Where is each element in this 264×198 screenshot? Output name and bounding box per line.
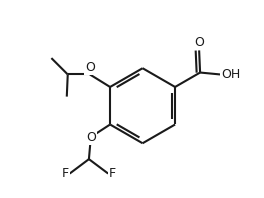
Text: O: O xyxy=(85,61,95,73)
Text: O: O xyxy=(86,130,96,144)
Text: F: F xyxy=(62,167,69,180)
Text: O: O xyxy=(194,36,204,50)
Text: OH: OH xyxy=(221,68,241,81)
Text: F: F xyxy=(109,167,116,180)
